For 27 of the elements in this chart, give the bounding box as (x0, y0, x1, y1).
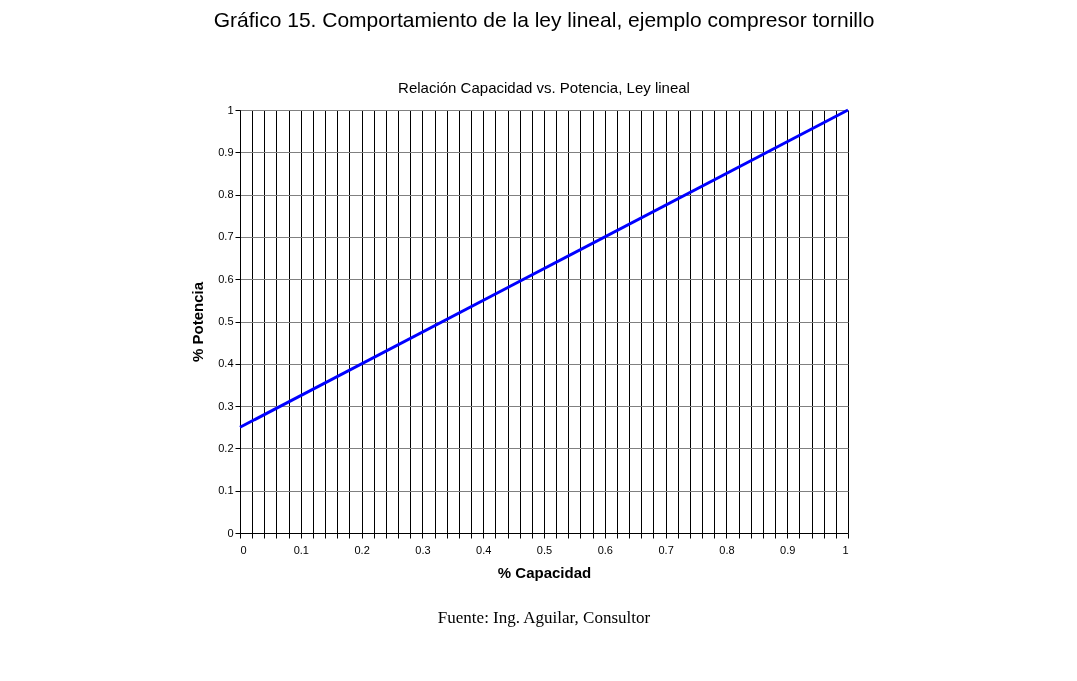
x-tick-label: 0.5 (536, 543, 553, 556)
y-tick-label: 1 (227, 103, 234, 116)
x-tick-label: 0.4 (476, 543, 492, 556)
y-tick-label: 0.2 (218, 441, 234, 454)
y-axis-title: % Potencia (189, 281, 207, 363)
x-tick-label: 0.6 (597, 543, 613, 556)
chart-subtitle: Relación Capacidad vs. Potencia, Ley lineal (398, 79, 690, 96)
x-tick-label: 1 (842, 543, 849, 556)
y-tick-label: 0.3 (218, 399, 234, 412)
x-tick-label: 0.8 (719, 543, 735, 556)
x-tick-label: 0 (240, 543, 247, 556)
x-tick-label: 0.9 (780, 543, 796, 556)
x-tick-label: 0.7 (658, 543, 674, 556)
chart-title: Gráfico 15. Comportamiento de la ley lineal, ejemplo compresor tornillo (213, 8, 875, 31)
x-tick-label: 0.3 (415, 543, 431, 556)
y-tick-label: 0.7 (218, 230, 234, 243)
y-tick-label: 0.5 (218, 315, 234, 327)
x-tick-label: 0.2 (354, 543, 370, 556)
x-tick-label: 0.1 (293, 543, 309, 556)
source-note: Fuente: Ing. Aguilar, Consultor (437, 608, 651, 627)
y-tick-label: 0 (227, 526, 234, 539)
y-tick-label: 0.4 (218, 357, 234, 370)
y-tick-label: 0.8 (218, 188, 234, 201)
y-tick-label: 0.6 (218, 272, 234, 285)
y-tick-label: 0.9 (218, 145, 234, 158)
x-axis-title: % Capacidad (497, 563, 592, 581)
y-tick-label: 0.1 (218, 484, 234, 497)
